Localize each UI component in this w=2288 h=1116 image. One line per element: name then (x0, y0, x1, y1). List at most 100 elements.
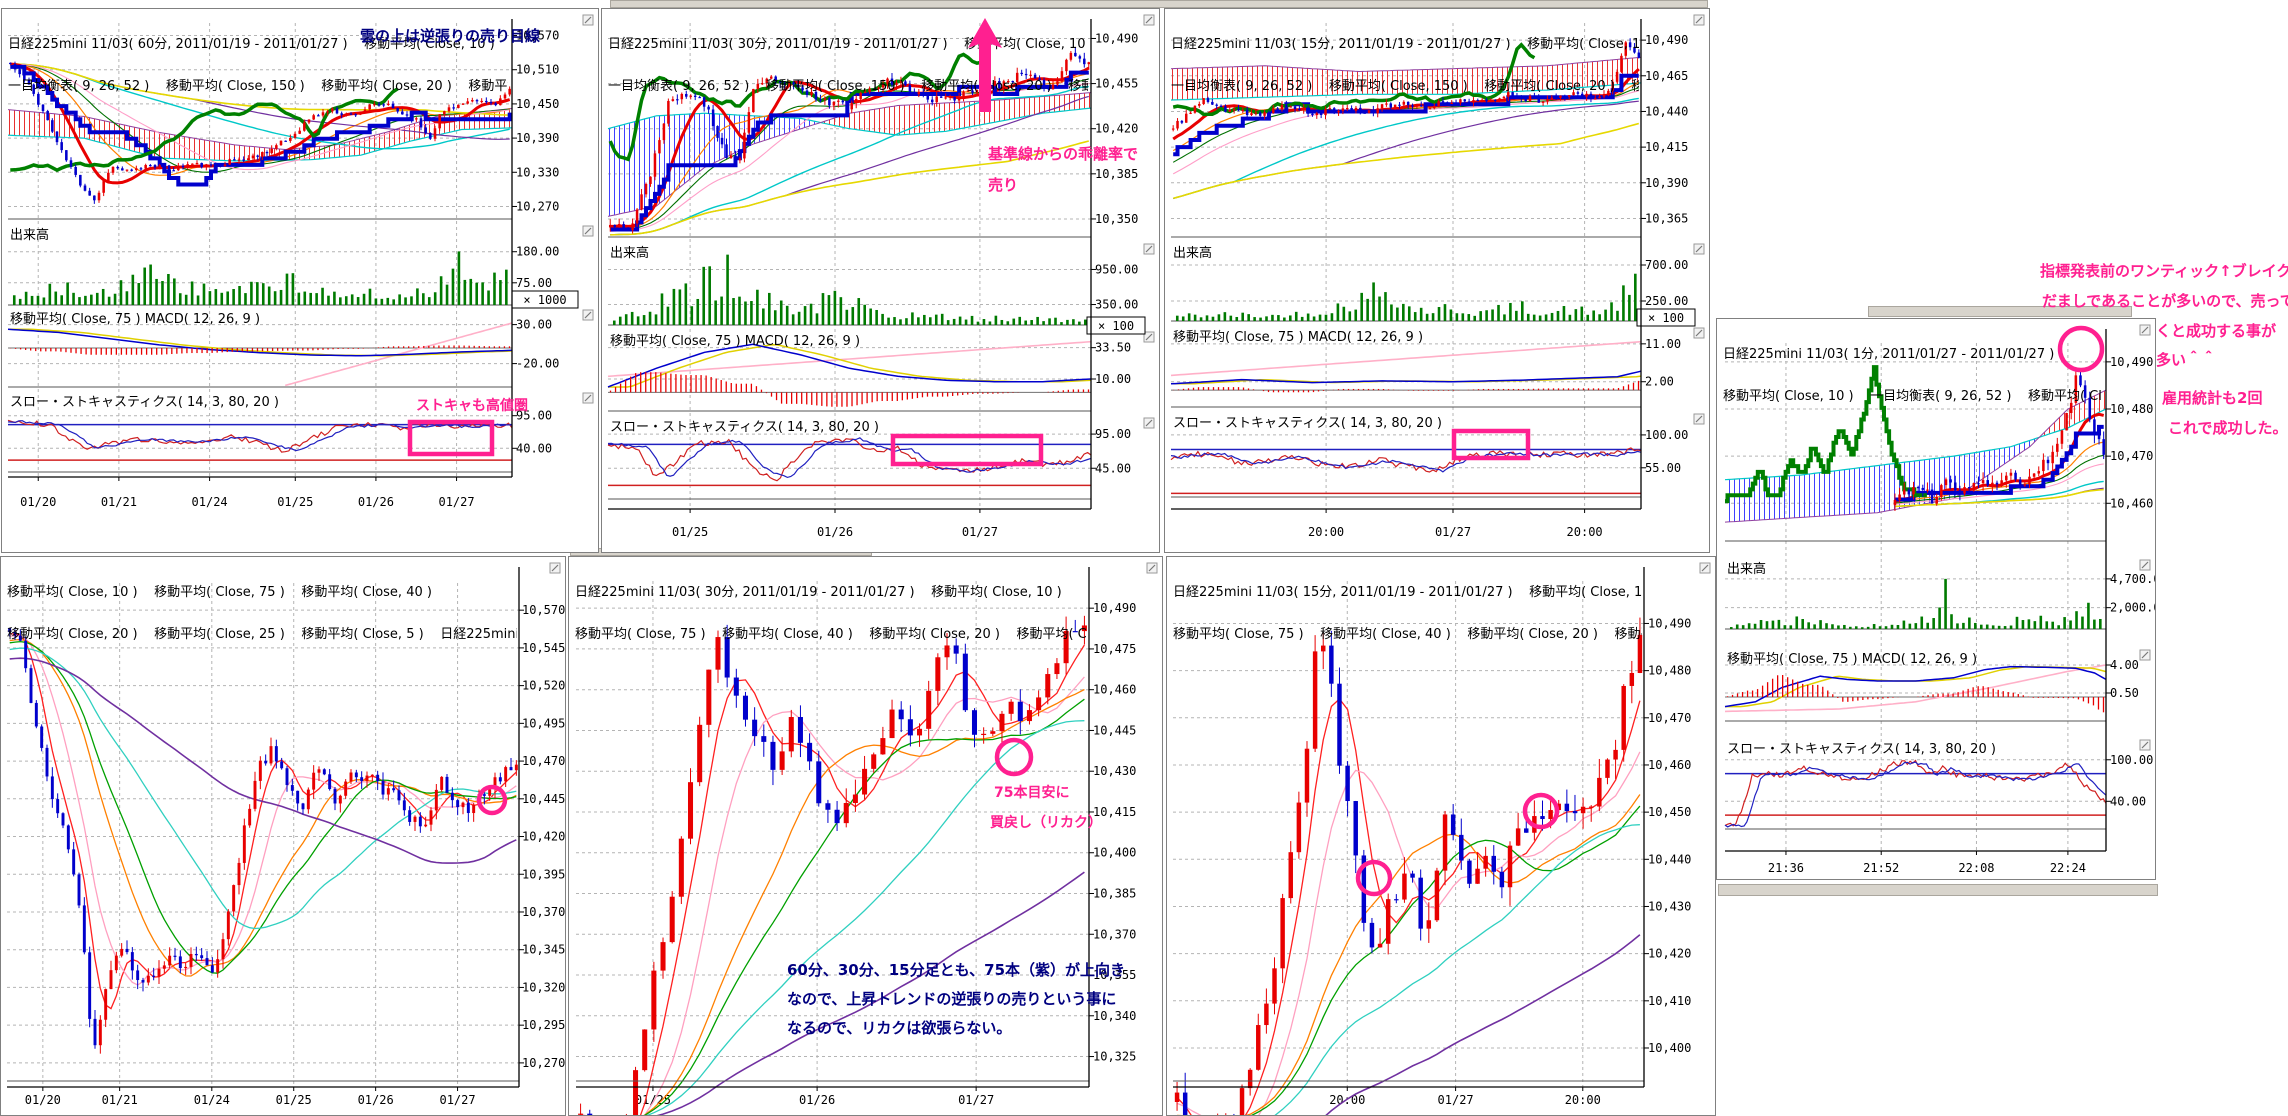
resize-corner-icon[interactable] (2139, 739, 2151, 751)
svg-text:01/24: 01/24 (192, 495, 228, 509)
svg-text:10,385: 10,385 (1093, 887, 1136, 901)
svg-text:10,570: 10,570 (516, 29, 559, 43)
resize-corner-icon[interactable] (1143, 331, 1155, 343)
resize-corner-icon[interactable] (1693, 327, 1705, 339)
svg-text:95.00: 95.00 (1095, 427, 1131, 441)
svg-text:10,415: 10,415 (1093, 805, 1136, 819)
resize-corner-icon[interactable] (582, 14, 594, 26)
annotation-text: なので、上昇トレンドの逆張りの売りという事に (787, 990, 1117, 1008)
svg-text:10,490: 10,490 (1645, 33, 1688, 47)
chart-title-line2: 一目均衡表( 9, 26, 52 ) 移動平均( Close, 150 ) 移動… (8, 79, 508, 94)
annotation-text: なるので、リカクは欲張らない。 (787, 1019, 1012, 1037)
annotation-text: 75本目安に (994, 785, 1070, 801)
resize-corner-icon[interactable] (2139, 649, 2151, 661)
svg-text:移動平均( Close, 75 ) MACD( 12,: 移動平均( Close, 75 ) MACD( 12, 26, 9 ) (10, 312, 260, 327)
svg-text:10,390: 10,390 (1645, 176, 1688, 190)
resize-corner-icon[interactable] (1143, 417, 1155, 429)
svg-text:10,510: 10,510 (516, 63, 559, 77)
svg-text:× 100: × 100 (1648, 311, 1684, 325)
resize-corner-icon[interactable] (1693, 413, 1705, 425)
chart-area-ma-30min[interactable]: 01/25 01/26 01/27 10,490 10,475 10,460 10,445 1… (569, 557, 1162, 1115)
svg-text:10,490: 10,490 (1093, 601, 1136, 615)
chart-window-1min[interactable]: 日経225mini 11/03( 1分, 2011/01/27 - 2011/0… (1716, 318, 2156, 880)
svg-text:10,400: 10,400 (1648, 1041, 1691, 1055)
annotation-text: 雲の上は逆張りの売り目線 (360, 27, 541, 45)
svg-text:10,490: 10,490 (2110, 355, 2153, 369)
svg-text:11.00: 11.00 (1645, 337, 1681, 351)
svg-text:30.00: 30.00 (516, 318, 552, 332)
resize-corner-icon[interactable] (1699, 562, 1711, 574)
chart-window-ma-30min[interactable]: 日経225mini 11/03( 30分, 2011/01/19 - 2011/… (568, 556, 1163, 1116)
chart-window-ma-left[interactable]: 移動平均( Close, 10 ) 移動平均( Close, 75 ) 移動平均… (0, 556, 566, 1116)
svg-text:10,480: 10,480 (2110, 402, 2153, 416)
chart-area-15min[interactable]: 20:00 01/27 20:00 10,490 10,465 10,440 10,415 1… (1165, 9, 1709, 552)
svg-text:× 100: × 100 (1098, 319, 1134, 333)
svg-text:10,490: 10,490 (1648, 616, 1691, 630)
svg-text:01/26: 01/26 (358, 495, 394, 509)
chart-canvas[interactable]: 01/25 01/26 01/27 10,490 10,455 10,420 10,385 1… (602, 9, 1159, 552)
svg-text:10,480: 10,480 (1648, 664, 1691, 678)
svg-text:スロー・ストキャスティクス( 14, 3, 80, 20 ): スロー・ストキャスティクス( 14, 3, 80, 20 ) (1173, 416, 1442, 431)
svg-text:2,000.00: 2,000.00 (2110, 601, 2155, 615)
svg-text:01/21: 01/21 (101, 495, 137, 509)
svg-text:10,400: 10,400 (1093, 846, 1136, 860)
svg-text:10,450: 10,450 (516, 97, 559, 111)
svg-text:10,350: 10,350 (1095, 212, 1138, 226)
svg-text:10,460: 10,460 (1648, 758, 1691, 772)
chart-window-ma-15min[interactable]: 日経225mini 11/03( 15分, 2011/01/19 - 2011/… (1166, 556, 1716, 1116)
chart-canvas[interactable]: 21:36 21:52 22:08 22:24 10,490 10,480 10,470 10… (1717, 319, 2155, 879)
svg-text:01/25: 01/25 (276, 1093, 312, 1107)
resize-corner-icon[interactable] (1693, 243, 1705, 255)
resize-corner-icon[interactable] (1146, 562, 1158, 574)
chart-title-line2: 移動平均( Close, 10 ) 一目均衡表( 9, 26, 52 ) 移動平… (1723, 389, 2101, 404)
resize-corner-icon[interactable] (1143, 14, 1155, 26)
svg-text:10,465: 10,465 (1645, 69, 1688, 83)
resize-corner-icon[interactable] (582, 392, 594, 404)
resize-corner-icon[interactable] (582, 225, 594, 237)
chart-canvas[interactable]: 01/20 01/21 01/24 01/25 01/26 01/27 10,570 10,5… (1, 557, 565, 1115)
svg-text:移動平均( Close, 75 ) MACD( 12,: 移動平均( Close, 75 ) MACD( 12, 26, 9 ) (610, 334, 860, 349)
chart-header: 移動平均( Close, 10 ) 移動平均( Close, 75 ) 移動平均… (7, 558, 517, 670)
chart-title-line2: 一目均衡表( 9, 26, 52 ) 移動平均( Close, 150 ) 移動… (608, 79, 1088, 94)
chart-area-30min[interactable]: 01/25 01/26 01/27 10,490 10,455 10,420 10,385 1… (602, 9, 1159, 552)
svg-text:10,440: 10,440 (1645, 104, 1688, 118)
svg-text:01/27: 01/27 (1435, 525, 1471, 539)
svg-text:45.00: 45.00 (1095, 461, 1131, 475)
chart-window-60min[interactable]: 日経225mini 11/03( 60分, 2011/01/19 - 2011/… (1, 8, 599, 553)
chart-area-60min[interactable]: 01/20 01/21 01/24 01/25 01/26 01/27 10,570 10,5… (2, 9, 598, 552)
resize-corner-icon[interactable] (2139, 559, 2151, 571)
svg-text:× 1000: × 1000 (523, 293, 566, 307)
chart-title-line1: 日経225mini 11/03( 1分, 2011/01/27 - 2011/0… (1723, 347, 2055, 362)
svg-text:33.50: 33.50 (1095, 341, 1131, 355)
svg-text:100.00: 100.00 (1645, 428, 1688, 442)
chart-canvas[interactable]: 20:00 01/27 20:00 10,490 10,465 10,440 10,415 1… (1165, 9, 1709, 552)
chart-area-ma-left[interactable]: 01/20 01/21 01/24 01/25 01/26 01/27 10,570 10,5… (1, 557, 565, 1115)
chart-canvas[interactable]: 01/20 01/21 01/24 01/25 01/26 01/27 10,570 10,5… (2, 9, 598, 552)
svg-text:10,445: 10,445 (522, 792, 565, 806)
svg-text:10,570: 10,570 (522, 603, 565, 617)
svg-text:10,420: 10,420 (1095, 122, 1138, 136)
resize-corner-icon[interactable] (582, 309, 594, 321)
chart-canvas[interactable]: 20:00 01/27 20:0010,49010,48010,47010,4601… (1167, 557, 1715, 1115)
chart-window-15min[interactable]: 日経225mini 11/03( 15分, 2011/01/19 - 2011/… (1164, 8, 1710, 553)
resize-corner-icon[interactable] (1693, 14, 1705, 26)
svg-text:10,445: 10,445 (1093, 723, 1136, 737)
svg-text:10,415: 10,415 (1645, 140, 1688, 154)
svg-text:移動平均( Close, 75 ) MACD( 12,: 移動平均( Close, 75 ) MACD( 12, 26, 9 ) (1173, 330, 1423, 345)
svg-text:4.00: 4.00 (2110, 658, 2139, 672)
chart-window-30min[interactable]: 日経225mini 11/03( 30分, 2011/01/19 - 2011/… (601, 8, 1160, 553)
chart-area-1min[interactable]: 21:36 21:52 22:08 22:24 10,490 10,480 10,470 10… (1717, 319, 2155, 879)
svg-text:250.00: 250.00 (1645, 294, 1688, 308)
resize-corner-icon[interactable] (2139, 324, 2151, 336)
chart-title-line1: 日経225mini 11/03( 30分, 2011/01/19 - 2011/… (608, 37, 1088, 52)
svg-text:10,450: 10,450 (1648, 805, 1691, 819)
svg-text:01/25: 01/25 (672, 525, 708, 539)
chart-header: 日経225mini 11/03( 15分, 2011/01/19 - 2011/… (1171, 10, 1639, 122)
chart-header: 日経225mini 11/03( 15分, 2011/01/19 - 2011/… (1173, 558, 1642, 670)
svg-text:40.00: 40.00 (2110, 794, 2146, 808)
chart-canvas[interactable]: 01/25 01/26 01/2710,49010,47510,46010,4451… (569, 557, 1162, 1115)
chart-area-ma-15min[interactable]: 20:00 01/27 20:00 10,490 10,480 10,470 10,460 1… (1167, 557, 1715, 1115)
resize-corner-icon[interactable] (549, 562, 561, 574)
chart-title-line2: 移動平均( Close, 75 ) 移動平均( Close, 40 ) 移動平均… (575, 627, 1086, 642)
resize-corner-icon[interactable] (1143, 243, 1155, 255)
